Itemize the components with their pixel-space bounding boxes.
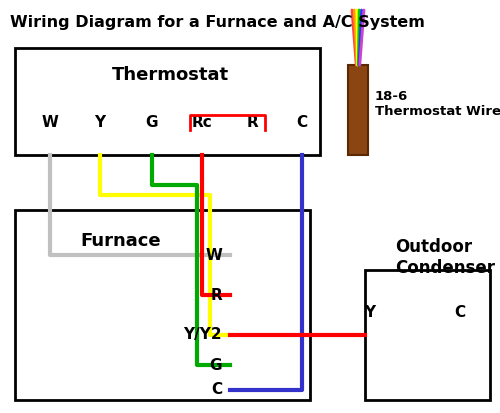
Text: G: G xyxy=(210,358,222,373)
Text: 18-6
Thermostat Wire: 18-6 Thermostat Wire xyxy=(375,90,500,118)
Bar xyxy=(15,48,320,155)
Text: Outdoor
Condenser: Outdoor Condenser xyxy=(395,238,495,277)
Text: C: C xyxy=(296,115,308,130)
Text: Rc: Rc xyxy=(192,115,212,130)
Bar xyxy=(365,270,490,400)
Text: Thermostat: Thermostat xyxy=(112,66,228,84)
Text: Wiring Diagram for a Furnace and A/C System: Wiring Diagram for a Furnace and A/C Sys… xyxy=(10,14,425,29)
Text: Y: Y xyxy=(94,115,106,130)
Text: Furnace: Furnace xyxy=(80,232,160,250)
Text: G: G xyxy=(146,115,158,130)
Text: C: C xyxy=(454,305,466,320)
Text: W: W xyxy=(205,247,222,263)
Text: R: R xyxy=(210,287,222,302)
Text: Y/Y2: Y/Y2 xyxy=(184,328,222,342)
Text: W: W xyxy=(42,115,58,130)
Bar xyxy=(15,210,310,400)
Text: R: R xyxy=(246,115,258,130)
Bar xyxy=(348,65,368,155)
Text: C: C xyxy=(211,382,222,397)
Text: Y: Y xyxy=(364,305,376,320)
